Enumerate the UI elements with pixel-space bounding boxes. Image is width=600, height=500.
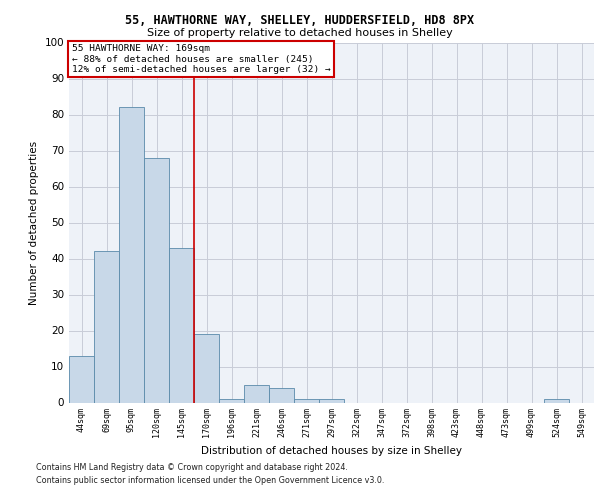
X-axis label: Distribution of detached houses by size in Shelley: Distribution of detached houses by size … xyxy=(201,446,462,456)
Text: Size of property relative to detached houses in Shelley: Size of property relative to detached ho… xyxy=(147,28,453,38)
Bar xyxy=(544,399,569,402)
Bar xyxy=(69,356,94,403)
Bar xyxy=(269,388,294,402)
Bar xyxy=(194,334,219,402)
Text: 55, HAWTHORNE WAY, SHELLEY, HUDDERSFIELD, HD8 8PX: 55, HAWTHORNE WAY, SHELLEY, HUDDERSFIELD… xyxy=(125,14,475,27)
Bar xyxy=(219,399,244,402)
Y-axis label: Number of detached properties: Number of detached properties xyxy=(29,140,39,304)
Bar xyxy=(119,108,144,403)
Bar xyxy=(169,248,194,402)
Bar xyxy=(244,384,269,402)
Bar xyxy=(294,399,319,402)
Text: Contains public sector information licensed under the Open Government Licence v3: Contains public sector information licen… xyxy=(36,476,385,485)
Bar xyxy=(94,252,119,402)
Bar xyxy=(144,158,169,402)
Text: Contains HM Land Registry data © Crown copyright and database right 2024.: Contains HM Land Registry data © Crown c… xyxy=(36,464,348,472)
Text: 55 HAWTHORNE WAY: 169sqm
← 88% of detached houses are smaller (245)
12% of semi-: 55 HAWTHORNE WAY: 169sqm ← 88% of detach… xyxy=(71,44,331,74)
Bar xyxy=(319,399,344,402)
